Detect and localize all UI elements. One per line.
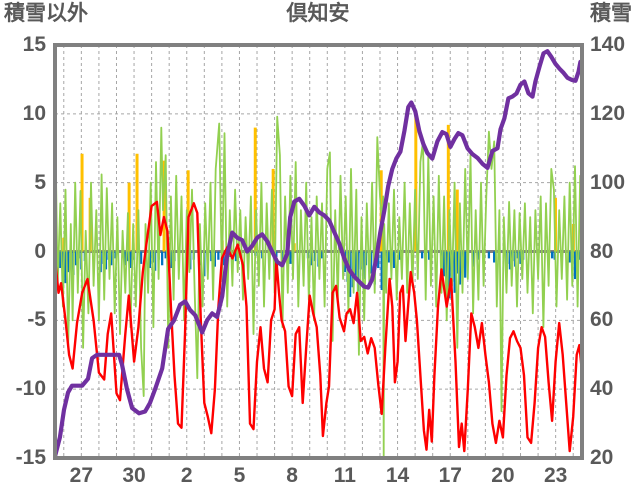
left-axis-tick-label: 5	[34, 170, 46, 194]
x-axis-tick-label: 11	[333, 464, 356, 487]
bar-blue-bars-below-zero	[213, 251, 216, 267]
series-purple-snow-depth-line	[55, 49, 582, 458]
left-axis-tick-label: -10	[15, 377, 46, 401]
bar-blue-bars-below-zero	[164, 251, 167, 259]
bar-blue-bars-below-zero	[453, 251, 456, 293]
chart-title: 倶知安	[286, 2, 350, 25]
bar-blue-bars-below-zero	[126, 251, 130, 262]
x-axis-tick-label: 5	[233, 464, 246, 487]
bar-blue-bars-below-zero	[573, 251, 577, 280]
right-axis-tick-label: 20	[590, 446, 614, 469]
right-axis-tick-label: 40	[590, 377, 614, 401]
bar-blue-bars-below-zero	[310, 251, 313, 266]
bar-blue-bars-below-zero	[487, 251, 491, 259]
bar-blue-bars-below-zero	[519, 251, 522, 264]
bar-blue-bars-below-zero	[354, 251, 357, 277]
x-axis-tick-label: 8	[286, 464, 298, 487]
x-axis-tick-label: 2	[180, 464, 193, 487]
bar-blue-bars-below-zero	[448, 251, 451, 299]
bar-blue-bars-below-zero	[464, 251, 467, 278]
bar-orange-bars	[135, 153, 139, 252]
bar-blue-bars-below-zero	[320, 251, 324, 259]
left-axis-tick-label: 0	[34, 239, 46, 263]
series-red-line	[55, 200, 582, 453]
bar-blue-bars-below-zero	[67, 251, 70, 273]
bar-blue-bars-below-zero	[289, 251, 292, 264]
bar-orange-bars	[446, 124, 450, 252]
bar-blue-bars-below-zero	[169, 251, 173, 269]
bar-blue-bars-below-zero	[161, 251, 164, 266]
series-green-line	[55, 115, 582, 458]
left-axis-tick-label: 10	[22, 101, 46, 125]
bar-orange-bars	[127, 182, 131, 252]
x-axis-tick-label: 23	[543, 464, 568, 487]
x-axis-tick-label: 17	[438, 464, 462, 487]
x-axis-tick-label: 20	[491, 464, 515, 487]
bar-blue-bars-below-zero	[398, 251, 401, 260]
bar-blue-bars-below-zero	[377, 251, 380, 269]
bar-orange-bars	[80, 153, 84, 252]
left-axis-tick-label: -15	[15, 446, 46, 469]
right-axis-tick-label: 60	[590, 308, 614, 332]
x-axis-tick-label: 30	[122, 464, 146, 487]
left-axis-title: 積雪以外	[4, 2, 88, 25]
bar-orange-bars	[253, 127, 257, 252]
bar-blue-bars-below-zero	[421, 251, 424, 259]
bar-blue-bars-below-zero	[392, 251, 396, 269]
x-axis-tick-label: 27	[69, 464, 94, 487]
bar-orange-bars	[414, 111, 418, 252]
bar-blue-bars-below-zero	[59, 251, 62, 269]
bar-blue-bars-below-zero	[428, 251, 431, 260]
right-axis-tick-label: 140	[590, 33, 626, 56]
plot-frame	[53, 43, 584, 460]
bar-blue-bars-below-zero	[458, 251, 462, 285]
bar-blue-bars-below-zero	[74, 251, 78, 266]
left-axis-tick-label: -5	[27, 308, 46, 332]
bar-blue-bars-below-zero	[370, 251, 373, 274]
bar-blue-bars-below-zero	[139, 251, 143, 264]
left-axis-tick-label: 15	[22, 33, 46, 56]
right-axis-tick-label: 120	[590, 101, 626, 125]
right-axis-tick-label: 80	[590, 239, 614, 263]
x-axis-tick-label: 14	[385, 464, 410, 487]
bar-blue-bars-below-zero	[550, 251, 554, 259]
right-axis-title: 積雪	[590, 2, 632, 25]
bar-blue-bars-below-zero	[456, 251, 459, 274]
bar-blue-bars-below-zero	[222, 251, 225, 266]
bar-blue-bars-below-zero	[148, 251, 152, 269]
bar-blue-bars-below-zero	[508, 251, 512, 270]
right-axis-tick-label: 100	[590, 170, 626, 194]
bar-blue-bars-below-zero	[217, 251, 220, 260]
bar-blue-bars-below-zero	[124, 251, 127, 266]
bar-blue-bars-below-zero	[275, 251, 278, 258]
bar-blue-bars-below-zero	[129, 251, 132, 269]
bar-blue-bars-below-zero	[568, 251, 571, 263]
bar-orange-bars	[455, 189, 459, 252]
bar-blue-bars-below-zero	[387, 251, 390, 263]
bar-blue-bars-below-zero	[576, 251, 579, 266]
bar-blue-bars-below-zero	[61, 251, 65, 278]
bar-blue-bars-below-zero	[380, 251, 383, 291]
bar-blue-bars-below-zero	[110, 251, 113, 266]
bar-orange-bars	[186, 170, 190, 252]
bar-blue-bars-below-zero	[64, 251, 67, 284]
bar-blue-bars-below-zero	[477, 251, 480, 260]
bar-blue-bars-below-zero	[493, 251, 496, 263]
bar-blue-bars-below-zero	[234, 251, 238, 262]
bar-blue-bars-below-zero	[442, 251, 446, 277]
bar-blue-bars-below-zero	[445, 251, 448, 288]
